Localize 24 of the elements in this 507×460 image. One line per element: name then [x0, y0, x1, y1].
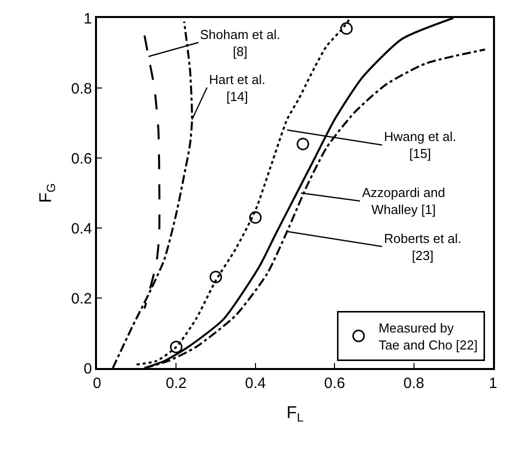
annotation: Azzopardi and Whalley [1]	[362, 185, 446, 217]
point	[249, 211, 262, 224]
line-series	[144, 34, 160, 310]
y-tick-label: 0.4	[71, 220, 92, 238]
y-tick-label: 0.8	[71, 80, 92, 98]
y-tick-label: 0.2	[71, 290, 92, 308]
x-tick-label: 0.2	[166, 375, 187, 392]
y-tick-label: 0.6	[71, 150, 92, 168]
y-tick-label: 1	[84, 10, 92, 28]
annotation: Hart et al. [14]	[209, 72, 266, 104]
point	[296, 138, 310, 150]
x-tick-label: 0.4	[244, 375, 266, 392]
point	[340, 22, 353, 35]
point	[170, 340, 182, 354]
x-tick-label: 0.8	[403, 375, 424, 392]
annotation: Shoham et al. [8]	[200, 27, 280, 59]
annotation: Roberts et al. [23]	[384, 231, 462, 263]
x-tick-label: 0.6	[324, 375, 346, 392]
legend-label: Measured by Tae and Cho [22]	[378, 320, 478, 352]
point	[210, 270, 222, 284]
x-tick-label: 1	[488, 375, 498, 392]
annotation: Hwang et al. [15]	[384, 129, 456, 161]
y-tick-label: 0	[84, 360, 92, 378]
x-axis-title: F$_{L}$	[286, 402, 304, 424]
